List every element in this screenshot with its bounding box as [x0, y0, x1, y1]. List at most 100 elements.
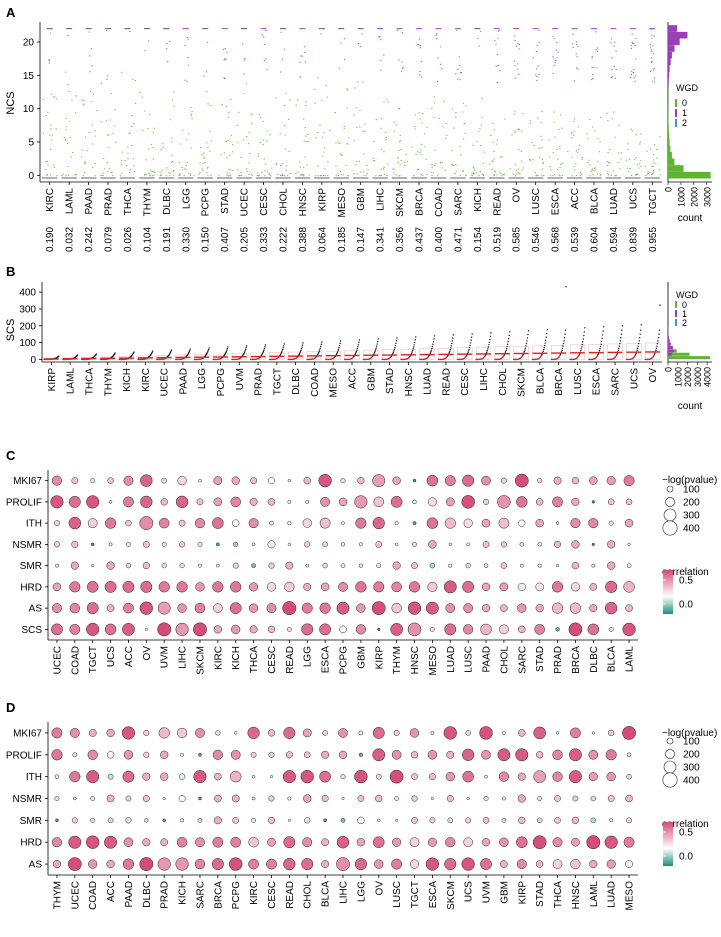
ncs-point — [455, 73, 457, 75]
correlation-dot — [411, 773, 418, 780]
x-value-label: 0.955 — [648, 227, 659, 252]
column-label: UCEC — [52, 646, 63, 674]
x-tick-label: ESCA — [551, 188, 562, 216]
ncs-point — [225, 58, 227, 60]
correlation-dot — [105, 517, 117, 529]
ncs-point — [386, 98, 388, 100]
ncs-point — [285, 148, 287, 150]
correlation-dot — [287, 542, 291, 546]
ncs-point — [571, 133, 573, 135]
scs-point — [637, 345, 639, 347]
column-label: KIRC — [213, 646, 224, 670]
correlation-dot — [537, 542, 542, 547]
size-legend-circle — [665, 497, 675, 507]
scs-point — [415, 336, 417, 338]
ncs-point — [493, 151, 495, 152]
correlation-dot — [499, 582, 509, 592]
ncs-point — [483, 174, 485, 176]
correlation-dot — [54, 774, 60, 779]
ncs-point — [362, 153, 365, 155]
correlation-dot — [554, 540, 562, 548]
ncs-point — [512, 173, 515, 175]
ncs-point — [49, 32, 52, 34]
correlation-dot — [482, 604, 490, 613]
scs-point — [582, 341, 584, 343]
ncs-point — [398, 59, 400, 61]
ncs-point — [153, 174, 155, 176]
ncs-point — [571, 156, 573, 158]
correlation-dot — [160, 498, 168, 506]
panel-d-legends: −log(pvalue) correlation 1002003004000.5… — [662, 728, 717, 866]
row-label: SMR — [20, 816, 42, 827]
ncs-point — [304, 101, 307, 103]
correlation-dot — [285, 751, 293, 759]
color-bar — [663, 822, 673, 866]
ncs-point — [242, 43, 244, 45]
correlation-dot — [391, 581, 402, 593]
x-tick-label: TGCT — [648, 188, 659, 215]
hist-x-tick-label: 2000 — [683, 367, 693, 387]
column-label: PRAD — [160, 881, 171, 909]
ncs-point — [574, 162, 577, 164]
size-legend-label: 100 — [683, 737, 700, 748]
correlation-dot — [608, 729, 615, 737]
ncs-point — [538, 147, 540, 149]
ncs-point — [373, 141, 375, 143]
ncs-point — [242, 139, 244, 141]
correlation-dot — [213, 816, 222, 825]
correlation-dot — [572, 795, 579, 802]
correlation-dot — [537, 563, 542, 568]
correlation-dot — [175, 857, 189, 871]
ncs-point — [250, 114, 252, 116]
scs-point — [412, 348, 414, 350]
ncs-point — [534, 172, 537, 174]
scs-point — [467, 350, 470, 352]
ncs-point — [607, 161, 609, 163]
correlation-dot — [160, 750, 169, 759]
ncs-point — [84, 163, 86, 165]
ncs-point — [651, 173, 654, 175]
ncs-point — [304, 61, 307, 63]
ncs-point — [183, 175, 185, 176]
correlation-dot — [69, 771, 81, 783]
ncs-point — [166, 48, 168, 50]
ncs-point — [529, 122, 531, 124]
ncs-point — [435, 163, 437, 165]
ncs-point — [320, 33, 322, 35]
correlation-dot — [159, 517, 170, 529]
correlation-dot — [126, 542, 131, 547]
correlation-dot — [336, 836, 350, 849]
correlation-dot — [484, 774, 488, 779]
column-label: ACC — [124, 646, 135, 667]
hist-bar-wgd1 — [668, 65, 670, 72]
correlation-dot — [108, 500, 113, 504]
ncs-point — [385, 131, 387, 133]
ncs-point — [610, 77, 612, 79]
ncs-point — [630, 74, 633, 75]
ncs-point — [653, 77, 656, 79]
scs-point — [637, 342, 640, 345]
ncs-point — [240, 157, 242, 159]
panel-d-letter: D — [6, 700, 15, 715]
ncs-point — [647, 173, 649, 175]
correlation-dot — [393, 729, 400, 736]
ncs-point — [379, 175, 382, 177]
ncs-point — [421, 113, 424, 115]
ncs-point — [53, 167, 55, 169]
ncs-point — [124, 160, 126, 162]
scs-point — [655, 349, 657, 351]
correlation-dot — [303, 794, 312, 803]
hist-bar-wgd1 — [668, 45, 675, 52]
ncs-point — [402, 66, 404, 68]
scs-point — [431, 345, 434, 348]
ncs-point — [50, 124, 52, 126]
correlation-dot — [301, 858, 314, 871]
ncs-point — [338, 143, 341, 145]
ncs-point — [275, 97, 277, 99]
scs-point — [582, 338, 585, 340]
correlation-dot — [216, 542, 220, 547]
correlation-dot — [90, 542, 95, 547]
ncs-point — [593, 66, 595, 68]
ncs-point — [610, 42, 612, 44]
correlation-dot — [355, 624, 366, 635]
